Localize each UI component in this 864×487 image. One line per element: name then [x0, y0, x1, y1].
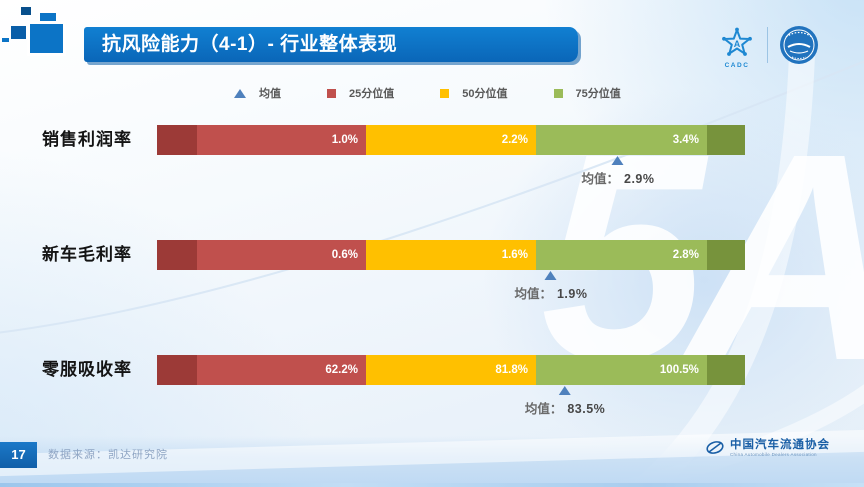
logo-divider [767, 27, 768, 63]
p50-swatch-icon [440, 88, 450, 98]
p25-value-label: 0.6% [331, 249, 358, 261]
segment-cap-left [157, 240, 197, 270]
segment-cap-left [157, 125, 197, 155]
legend-item-p75: 75分位值 [553, 85, 621, 101]
association-name-en: China Automobile Dealers Association [730, 452, 817, 457]
mean-value-label: 均值： 83.5% [524, 402, 606, 416]
chart-legend: 均值 25分位值 50分位值 75分位值 [234, 85, 621, 101]
association-emblem-icon [780, 26, 818, 64]
bottom-edge-line [0, 483, 864, 487]
cadc-logo: A CADC [717, 24, 757, 69]
association-swoosh-icon [706, 441, 724, 454]
p50-value-label: 1.6% [501, 249, 528, 261]
stacked-bar: 1.0% 2.2% 3.4% [157, 125, 745, 155]
legend-item-p25: 25分位值 [327, 85, 394, 101]
association-name: 中国汽车流通协会 [730, 439, 830, 451]
segment-p75: 2.8% [535, 240, 707, 270]
mean-marker-group: 均值： 2.9% [581, 156, 691, 187]
title-banner: 抗风险能力（4-1）- 行业整体表现 [84, 27, 578, 62]
row-label: 新车毛利率 [42, 245, 132, 264]
legend-item-mean: 均值 [234, 85, 281, 101]
p75-value-label: 100.5% [659, 364, 699, 376]
p25-swatch-icon [327, 88, 336, 98]
segment-p75: 100.5% [535, 355, 707, 385]
page-title: 抗风险能力（4-1）- 行业整体表现 [102, 34, 398, 55]
segment-p25: 1.0% [196, 125, 366, 155]
p50-value-label: 81.8% [495, 364, 528, 376]
top-logos: A CADC [717, 24, 820, 74]
mean-marker-group: 均值： 1.9% [514, 271, 624, 302]
p75-value-label: 2.8% [672, 249, 699, 261]
segment-p50: 81.8% [365, 355, 536, 385]
mean-marker-group: 均值： 83.5% [525, 386, 645, 417]
row-label: 销售利润率 [42, 130, 132, 149]
segment-p50: 1.6% [365, 240, 536, 270]
segment-p25: 62.2% [196, 355, 366, 385]
p25-value-label: 62.2% [325, 364, 358, 376]
segment-cap-left [157, 355, 197, 385]
segment-cap-right [706, 125, 745, 155]
mean-value-label: 均值： 2.9% [581, 172, 655, 186]
segment-cap-right [706, 240, 745, 270]
p25-value-label: 1.0% [331, 134, 358, 146]
stacked-bar: 62.2% 81.8% 100.5% [157, 355, 745, 385]
segment-p50: 2.2% [365, 125, 536, 155]
p50-value-label: 2.2% [501, 134, 528, 146]
legend-item-p50: 50分位值 [440, 85, 508, 101]
decor-squares [0, 0, 90, 70]
p75-swatch-icon [553, 88, 563, 98]
mean-marker-icon [611, 156, 624, 165]
data-source-label: 数据来源：凯达研究院 [48, 449, 168, 461]
row-label: 零服吸收率 [42, 360, 132, 379]
chart-row: 销售利润率 1.0% 2.2% 3.4% 均值： 2.9% [0, 125, 864, 189]
footer: 17 数据来源：凯达研究院 中国汽车流通协会 China Automobile … [0, 437, 864, 487]
association-logo: 中国汽车流通协会 China Automobile Dealers Associ… [706, 439, 830, 458]
cadc-star-icon: A [722, 27, 752, 56]
mean-value-label: 均值： 1.9% [514, 287, 588, 301]
chart-row: 新车毛利率 0.6% 1.6% 2.8% 均值： 1.9% [0, 240, 864, 304]
mean-triangle-icon [234, 88, 246, 98]
page-number-badge: 17 [0, 442, 37, 468]
mean-marker-icon [544, 271, 557, 280]
segment-p25: 0.6% [196, 240, 366, 270]
cadc-logo-caption: CADC [724, 62, 750, 69]
svg-text:A: A [734, 39, 741, 49]
p75-value-label: 3.4% [672, 134, 699, 146]
segment-p75: 3.4% [535, 125, 707, 155]
chart-row: 零服吸收率 62.2% 81.8% 100.5% 均值： 83.5% [0, 355, 864, 419]
mean-marker-icon [559, 386, 572, 395]
stacked-bar: 0.6% 1.6% 2.8% [157, 240, 745, 270]
segment-cap-right [706, 355, 745, 385]
